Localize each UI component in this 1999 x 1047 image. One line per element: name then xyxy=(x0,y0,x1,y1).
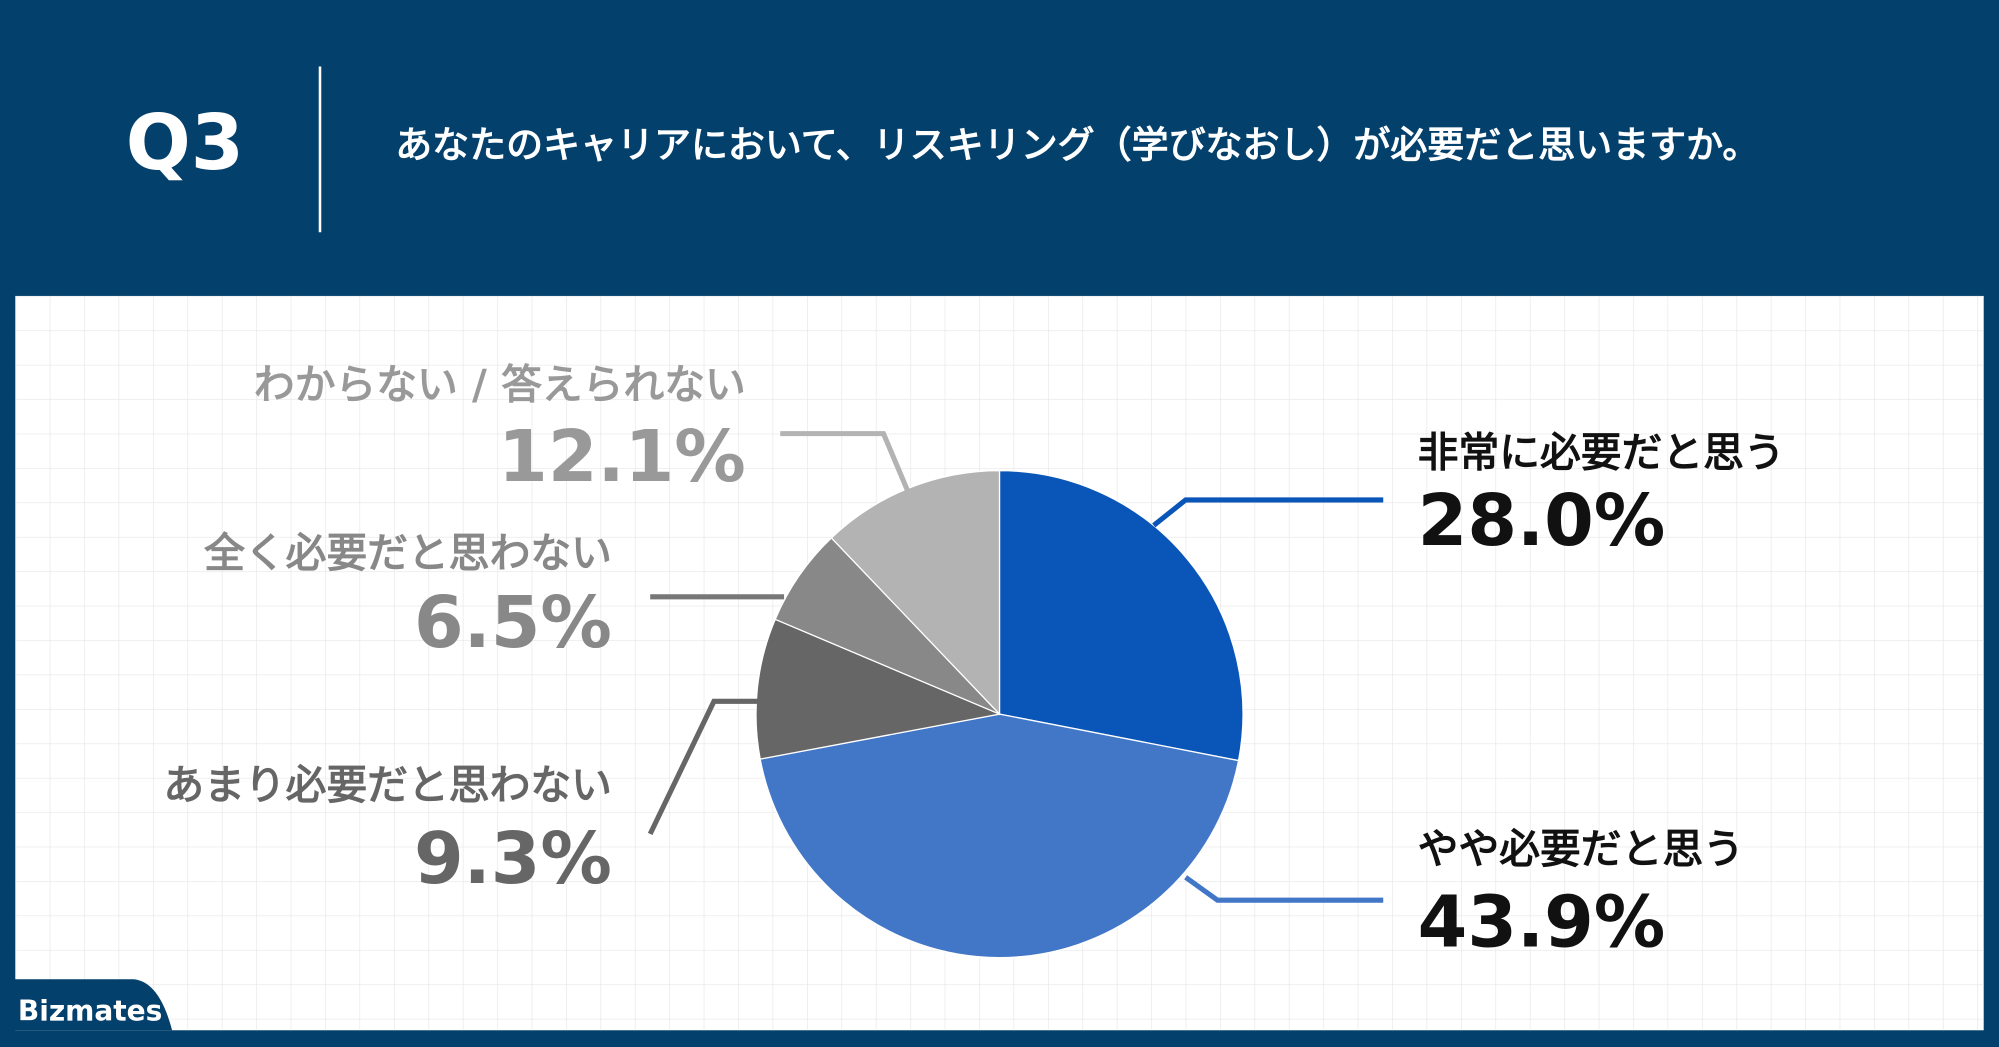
question-text: あなたのキャリアにおいて、リスキリング（学びなおし）が必要だと思いますか。 xyxy=(395,123,1759,166)
value-label: 12.1% xyxy=(498,415,746,498)
logo: Bizmates xyxy=(18,994,163,1027)
leader-line xyxy=(647,698,765,836)
leader-line xyxy=(1184,875,1384,903)
pie-slice xyxy=(759,713,1240,959)
value-label: 43.9% xyxy=(1418,881,1666,964)
value-label: 28.0% xyxy=(1418,479,1666,562)
leader-line xyxy=(780,431,911,492)
slice-label: やや必要だと思う xyxy=(1418,825,1744,873)
slice-label: あまり必要だと思わない xyxy=(163,761,612,809)
pie-slice xyxy=(998,469,1244,762)
value-label: 6.5% xyxy=(414,581,612,664)
question-number: Q3 xyxy=(126,99,244,188)
slice-label: 非常に必要だと思う xyxy=(1418,428,1785,476)
slice-label: わからない / 答えられない xyxy=(254,361,746,409)
pie-slice xyxy=(755,618,1002,760)
slice-label: 全く必要だと思わない xyxy=(203,529,612,577)
value-label: 9.3% xyxy=(414,817,612,900)
logo-tab xyxy=(0,979,173,1031)
leader-line xyxy=(1152,497,1384,528)
